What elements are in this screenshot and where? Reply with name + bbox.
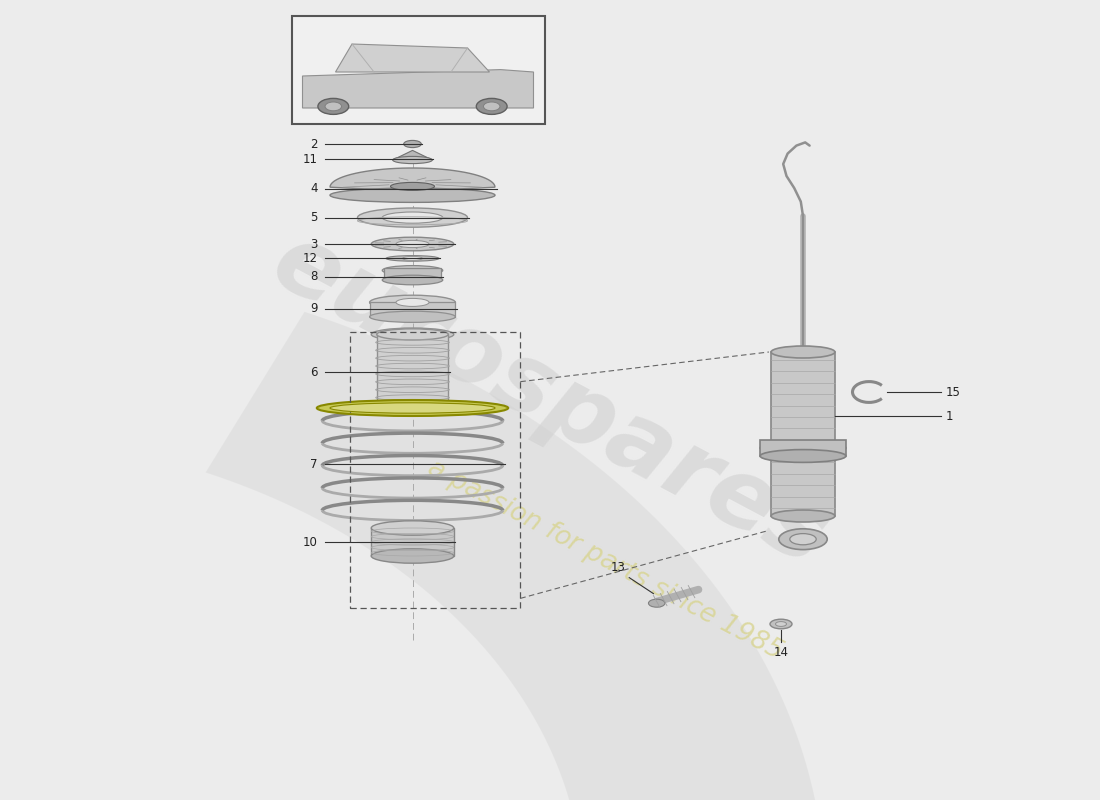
Ellipse shape bbox=[370, 311, 455, 322]
Ellipse shape bbox=[396, 240, 429, 248]
Ellipse shape bbox=[376, 329, 449, 340]
Text: 15: 15 bbox=[946, 386, 961, 398]
Ellipse shape bbox=[370, 295, 455, 310]
Ellipse shape bbox=[779, 529, 827, 550]
Ellipse shape bbox=[318, 98, 349, 114]
Text: 12: 12 bbox=[302, 252, 318, 265]
Ellipse shape bbox=[776, 622, 786, 626]
Ellipse shape bbox=[383, 212, 442, 223]
Ellipse shape bbox=[404, 141, 421, 147]
Ellipse shape bbox=[383, 275, 442, 285]
Ellipse shape bbox=[376, 400, 449, 411]
Ellipse shape bbox=[396, 298, 429, 306]
Text: 7: 7 bbox=[310, 458, 318, 470]
Ellipse shape bbox=[383, 266, 442, 275]
Ellipse shape bbox=[330, 188, 495, 202]
Text: a passion for parts since 1985: a passion for parts since 1985 bbox=[424, 455, 786, 665]
Ellipse shape bbox=[372, 549, 453, 563]
Polygon shape bbox=[330, 168, 495, 195]
Ellipse shape bbox=[484, 102, 499, 110]
Ellipse shape bbox=[760, 450, 846, 462]
Polygon shape bbox=[393, 150, 432, 160]
Ellipse shape bbox=[760, 442, 846, 454]
Polygon shape bbox=[336, 44, 490, 72]
Ellipse shape bbox=[771, 346, 835, 358]
Text: 4: 4 bbox=[310, 182, 318, 195]
Ellipse shape bbox=[386, 255, 439, 261]
Text: 6: 6 bbox=[310, 366, 318, 378]
Bar bbox=[376, 334, 449, 406]
Ellipse shape bbox=[326, 102, 341, 110]
Ellipse shape bbox=[317, 400, 508, 416]
Bar bbox=[370, 302, 455, 317]
Ellipse shape bbox=[390, 182, 435, 190]
Ellipse shape bbox=[372, 328, 453, 341]
Ellipse shape bbox=[403, 256, 422, 261]
Text: 11: 11 bbox=[302, 153, 318, 166]
Bar bbox=[384, 268, 441, 280]
Text: 14: 14 bbox=[773, 646, 789, 658]
Bar bbox=[350, 332, 520, 608]
Ellipse shape bbox=[476, 98, 507, 114]
Text: 2: 2 bbox=[310, 138, 318, 150]
Text: 3: 3 bbox=[310, 238, 318, 250]
Bar bbox=[372, 528, 453, 556]
Text: 9: 9 bbox=[310, 302, 318, 315]
Text: 5: 5 bbox=[310, 211, 318, 224]
Text: 13: 13 bbox=[610, 562, 626, 574]
Ellipse shape bbox=[358, 208, 468, 227]
Text: eurospares: eurospares bbox=[256, 214, 844, 586]
Ellipse shape bbox=[648, 599, 664, 607]
Text: 1: 1 bbox=[946, 410, 954, 422]
Polygon shape bbox=[302, 70, 534, 108]
Polygon shape bbox=[206, 312, 824, 800]
Ellipse shape bbox=[372, 238, 453, 250]
Text: 10: 10 bbox=[302, 536, 318, 549]
Ellipse shape bbox=[393, 157, 432, 164]
Bar bbox=[760, 440, 846, 456]
Text: 8: 8 bbox=[310, 270, 318, 283]
Ellipse shape bbox=[771, 510, 835, 522]
Ellipse shape bbox=[790, 534, 816, 545]
Bar bbox=[771, 352, 835, 516]
Ellipse shape bbox=[770, 619, 792, 629]
Ellipse shape bbox=[372, 521, 453, 535]
Ellipse shape bbox=[330, 403, 495, 414]
Bar bbox=[292, 16, 544, 124]
